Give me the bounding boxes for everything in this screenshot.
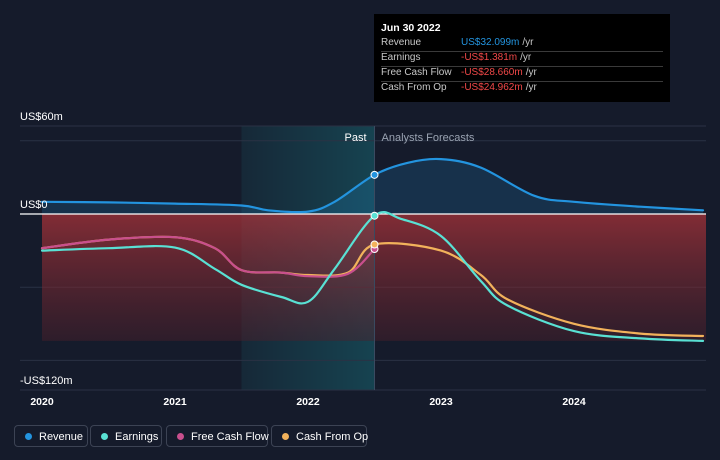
tooltip-value: -US$1.381m/yr [461, 52, 532, 63]
tooltip-label: Earnings [381, 52, 421, 63]
x-tick-label: 2021 [163, 396, 187, 408]
x-tick-label: 2020 [30, 396, 54, 408]
tooltip: Jun 30 2022 Revenue US$32.099m/yr Earnin… [374, 14, 670, 102]
tooltip-value: -US$28.660m/yr [461, 67, 537, 78]
section-label-past: Past [344, 132, 366, 144]
legend-item-revenue[interactable]: Revenue [14, 425, 88, 447]
y-axis-label-zero: US$0 [20, 199, 48, 211]
tooltip-date: Jun 30 2022 [381, 22, 441, 34]
legend-label: Earnings [115, 431, 159, 443]
tooltip-row-revenue: Revenue US$32.099m/yr [381, 36, 663, 52]
legend-dot-icon [101, 433, 108, 440]
series-line-free-cash-flow [40, 235, 376, 278]
legend-dot-icon [25, 433, 32, 440]
series-line-earnings [40, 211, 705, 342]
legend-label: Revenue [39, 431, 84, 443]
data-point-earnings [370, 211, 379, 220]
tooltip-value: US$32.099m/yr [461, 37, 534, 48]
data-point-revenue [370, 170, 379, 179]
tooltip-label: Revenue [381, 37, 422, 48]
legend-label: Free Cash Flow [191, 431, 269, 443]
y-axis-label-bottom: -US$120m [20, 375, 73, 387]
legend-label: Cash From Op [296, 431, 369, 443]
legend-item-earnings[interactable]: Earnings [90, 425, 162, 447]
section-label-forecast: Analysts Forecasts [382, 132, 475, 144]
tooltip-value: -US$24.962m/yr [461, 82, 537, 93]
data-point-cash-from-op [370, 240, 379, 249]
tooltip-row-free-cash-flow: Free Cash Flow -US$28.660m/yr [381, 66, 663, 82]
x-tick-label: 2023 [429, 396, 453, 408]
y-axis-label-top: US$60m [20, 111, 63, 123]
legend-item-cash-from-op[interactable]: Cash From Op [271, 425, 369, 447]
revenue-area [42, 158, 703, 214]
tooltip-label: Free Cash Flow [381, 67, 452, 78]
tooltip-row-earnings: Earnings -US$1.381m/yr [381, 51, 663, 67]
x-tick-label: 2022 [296, 396, 320, 408]
tooltip-row-cash-from-op: Cash From Op -US$24.962m/yr [381, 81, 663, 96]
legend-dot-icon [177, 433, 184, 440]
legend-item-free-cash-flow[interactable]: Free Cash Flow [166, 425, 269, 447]
x-tick-label: 2024 [562, 396, 586, 408]
tooltip-label: Cash From Op [381, 82, 447, 93]
legend: Revenue Earnings Free Cash Flow Cash Fro… [0, 425, 720, 449]
legend-dot-icon [282, 433, 289, 440]
